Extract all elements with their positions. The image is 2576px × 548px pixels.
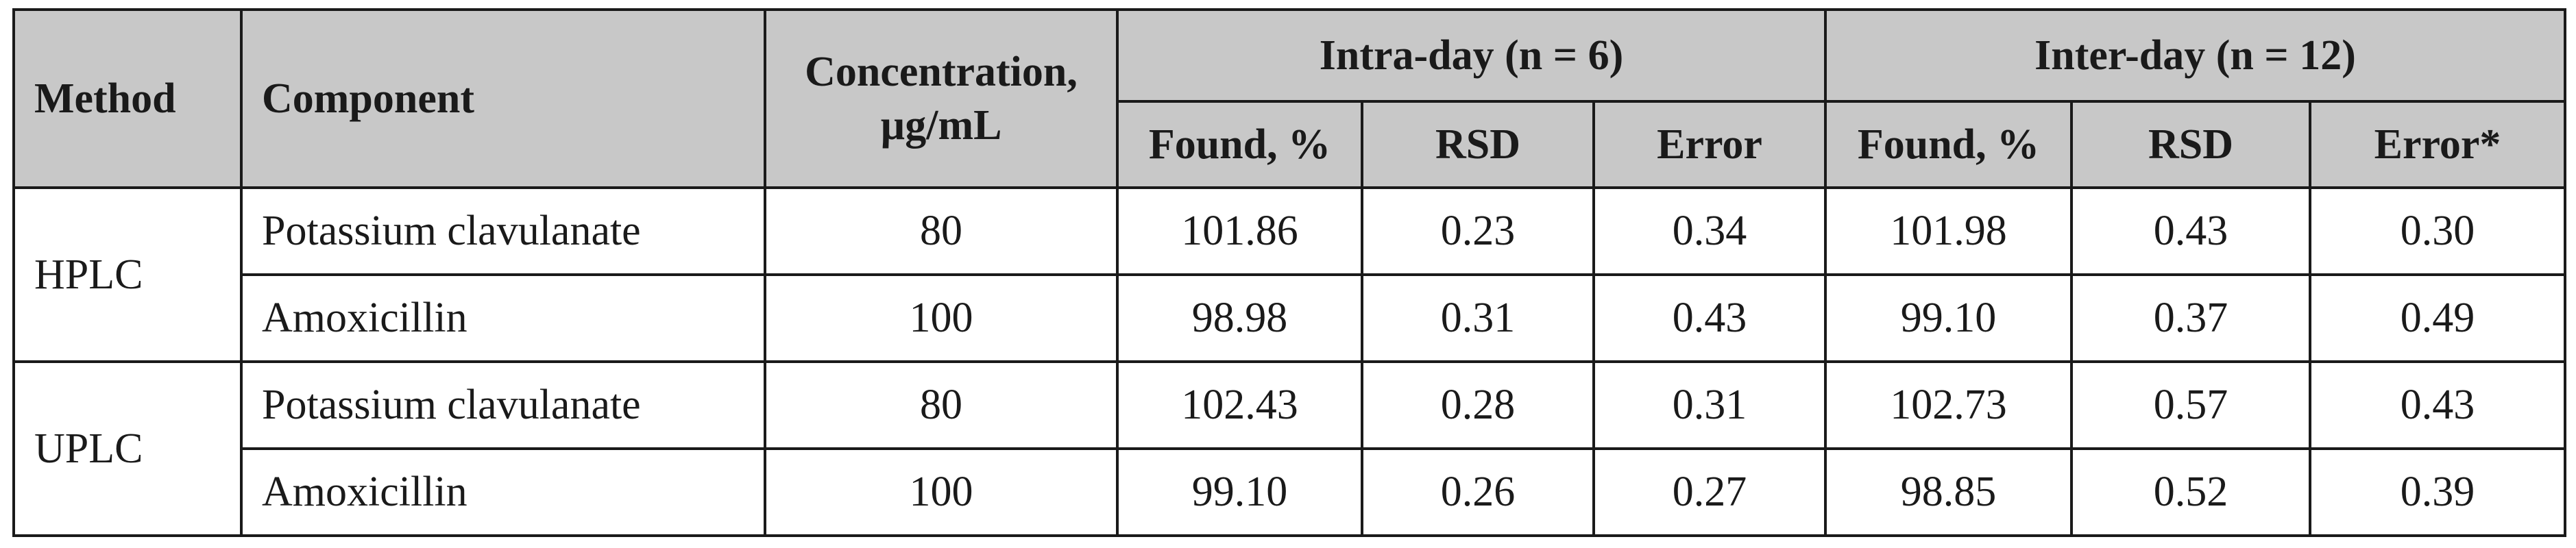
component-cell: Amoxicillin <box>240 273 766 363</box>
intra-rsd-cell: 0.26 <box>1361 447 1595 537</box>
intra-rsd-cell: 0.23 <box>1361 186 1595 276</box>
header-intra-rsd: RSD <box>1361 100 1595 189</box>
intra-found-cell: 101.86 <box>1116 186 1363 276</box>
header-component: Component <box>240 8 766 189</box>
intra-error-cell: 0.34 <box>1592 186 1827 276</box>
table-row: UPLC Potassium clavulanate 80 102.43 0.2… <box>12 360 2567 537</box>
table-body: HPLC Potassium clavulanate 80 101.86 0.2… <box>12 186 2567 537</box>
intra-rsd-cell: 0.31 <box>1361 273 1595 363</box>
header-row-sub: Found, % RSD Error Found, % RSD Error* <box>14 100 2567 189</box>
inter-error-cell: 0.39 <box>2309 447 2567 537</box>
concentration-cell: 80 <box>764 186 1119 276</box>
table-header: Method Component Concentration, µg/mL In… <box>12 8 2567 189</box>
intra-error-cell: 0.31 <box>1592 360 1827 450</box>
header-inter-error: Error* <box>2309 100 2567 189</box>
table-row: HPLC Potassium clavulanate 80 101.86 0.2… <box>12 186 2567 363</box>
table-row: Amoxicillin 100 98.98 0.31 0.43 99.10 0.… <box>14 273 2567 363</box>
header-intra-error: Error <box>1592 100 1827 189</box>
concentration-cell: 100 <box>764 447 1119 537</box>
component-cell: Amoxicillin <box>240 447 766 537</box>
intra-rsd-cell: 0.28 <box>1361 360 1595 450</box>
header-inter-found: Found, % <box>1824 100 2074 189</box>
header-method: Method <box>12 8 243 189</box>
header-row-top: Method Component Concentration, µg/mL In… <box>12 8 2567 189</box>
intra-error-cell: 0.43 <box>1592 273 1827 363</box>
header-intra-found: Found, % <box>1116 100 1363 189</box>
concentration-cell: 80 <box>764 360 1119 450</box>
intra-found-cell: 99.10 <box>1116 447 1363 537</box>
header-inter-day: Inter-day (n = 12) <box>1824 8 2567 103</box>
component-cell: Potassium clavulanate <box>240 186 766 276</box>
header-inter-rsd: RSD <box>2070 100 2312 189</box>
inter-error-cell: 0.49 <box>2309 273 2567 363</box>
intra-found-cell: 102.43 <box>1116 360 1363 450</box>
precision-table: Method Component Concentration, µg/mL In… <box>12 8 2567 537</box>
header-intra-day: Intra-day (n = 6) <box>1115 8 1827 103</box>
inter-found-cell: 98.85 <box>1824 447 2074 537</box>
concentration-cell: 100 <box>764 273 1119 363</box>
method-cell: HPLC <box>12 186 243 363</box>
header-concentration: Concentration, µg/mL <box>764 8 1119 189</box>
inter-rsd-cell: 0.52 <box>2070 447 2312 537</box>
method-cell: UPLC <box>12 360 243 537</box>
inter-error-cell: 0.43 <box>2309 360 2567 450</box>
inter-rsd-cell: 0.37 <box>2070 273 2312 363</box>
component-cell: Potassium clavulanate <box>240 360 766 450</box>
inter-found-cell: 99.10 <box>1824 273 2074 363</box>
inter-error-cell: 0.30 <box>2309 186 2567 276</box>
inter-rsd-cell: 0.43 <box>2070 186 2312 276</box>
intra-error-cell: 0.27 <box>1592 447 1827 537</box>
inter-found-cell: 102.73 <box>1824 360 2074 450</box>
table-row: Amoxicillin 100 99.10 0.26 0.27 98.85 0.… <box>14 447 2567 537</box>
intra-found-cell: 98.98 <box>1116 273 1363 363</box>
inter-rsd-cell: 0.57 <box>2070 360 2312 450</box>
header-concentration-line2: µg/mL <box>880 102 1002 149</box>
inter-found-cell: 101.98 <box>1824 186 2074 276</box>
header-concentration-line1: Concentration, <box>805 49 1078 95</box>
